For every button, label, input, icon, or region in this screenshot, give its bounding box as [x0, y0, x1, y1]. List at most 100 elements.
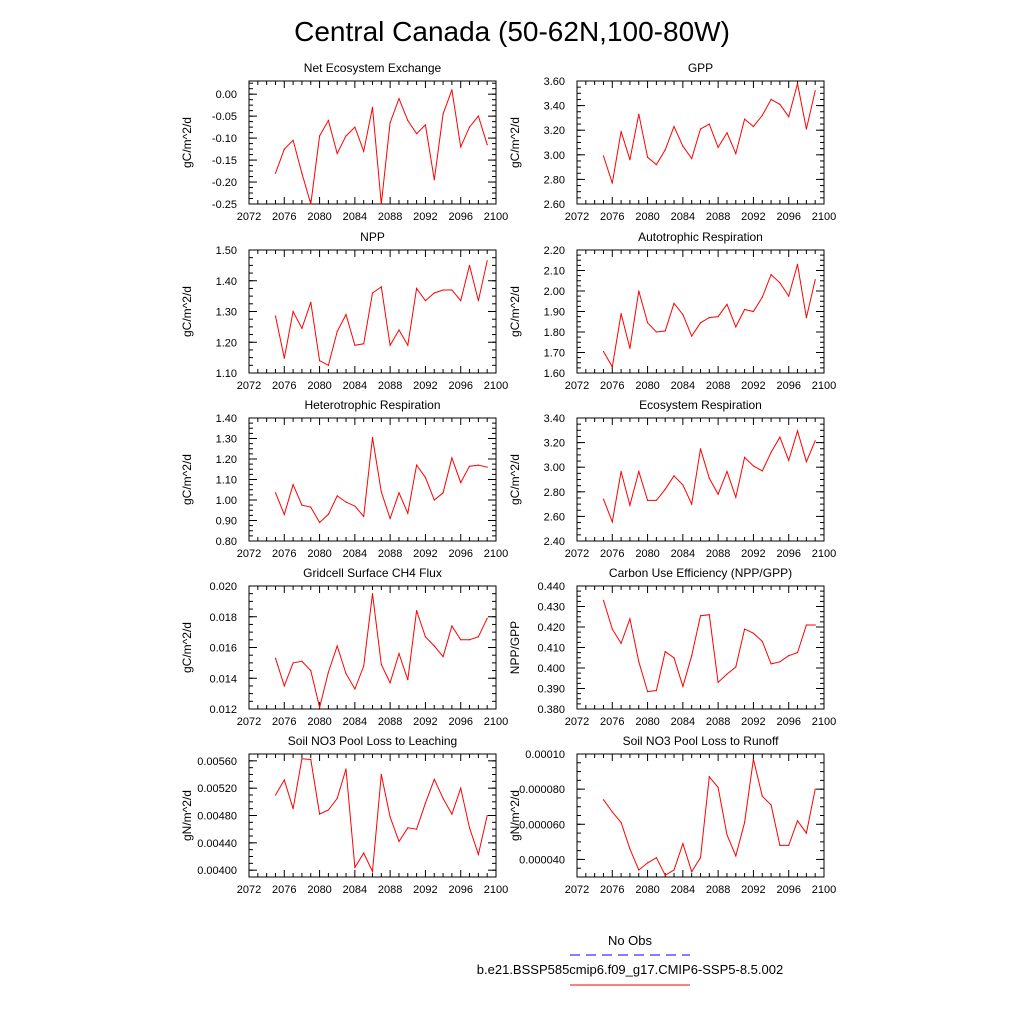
data-point: [726, 673, 728, 675]
data-point: [451, 813, 453, 815]
data-point: [274, 657, 277, 659]
data-point: [460, 639, 462, 641]
data-point: [442, 797, 444, 800]
x-tick-label: 2092: [741, 716, 765, 728]
x-tick-label: 2088: [706, 380, 730, 392]
data-point: [468, 639, 471, 641]
panel-title: NPP: [360, 230, 385, 244]
y-tick-label: 3.00: [544, 150, 565, 162]
x-tick-label: 2088: [706, 548, 730, 560]
data-point: [433, 499, 435, 501]
data-point: [611, 811, 613, 813]
data-point: [682, 484, 684, 486]
data-point: [664, 651, 666, 653]
data-point: [726, 303, 728, 305]
panel-title: Autotrophic Respiration: [638, 230, 763, 244]
data-point: [319, 135, 321, 137]
x-tick-label: 2072: [565, 884, 589, 896]
panel-title: Soil NO3 Pool Loss to Runoff: [623, 734, 780, 748]
data-point: [407, 512, 409, 514]
data-point: [602, 498, 605, 500]
data-point: [611, 628, 613, 630]
data-point: [433, 179, 435, 181]
data-point: [629, 347, 631, 349]
data-point: [691, 503, 693, 505]
y-tick-label: 0.390: [537, 684, 565, 696]
data-point: [814, 279, 816, 281]
x-tick-label: 2092: [741, 380, 765, 392]
data-point: [363, 343, 365, 345]
y-tick-label: 0.020: [209, 581, 237, 593]
series-line: [603, 83, 816, 184]
data-point: [708, 477, 710, 479]
data-point: [460, 146, 462, 148]
series-line: [275, 260, 488, 367]
panel-title: Net Ecosystem Exchange: [304, 61, 442, 75]
y-tick-label: 1.30: [216, 307, 237, 319]
data-point: [602, 350, 605, 353]
data-point: [682, 314, 684, 316]
panel-title: Gridcell Surface CH4 Flux: [303, 566, 442, 580]
x-tick-label: 2084: [671, 548, 695, 560]
data-point: [319, 360, 321, 362]
data-point: [389, 344, 391, 346]
x-tick-label: 2076: [272, 380, 296, 392]
x-tick-label: 2096: [776, 380, 800, 392]
data-point: [611, 366, 613, 368]
panel-3: Autotrophic Respiration 2072 2076 2080 2084 2…: [508, 230, 836, 392]
data-point: [726, 834, 728, 836]
x-tick-label: 2088: [706, 884, 730, 896]
data-point: [761, 640, 763, 643]
x-tick-label: 2076: [600, 716, 624, 728]
y-tick-label: 1.60: [544, 368, 565, 380]
data-point: [345, 673, 347, 675]
data-point: [664, 149, 666, 151]
data-point: [620, 313, 622, 315]
x-tick-label: 2092: [413, 211, 437, 223]
data-point: [752, 310, 755, 313]
y-tick-label: 0.440: [537, 581, 565, 593]
data-point: [691, 335, 693, 337]
data-point: [638, 869, 640, 871]
data-point: [442, 656, 444, 658]
data-point: [735, 153, 737, 155]
data-point: [708, 317, 710, 319]
y-tick-label: 0.00560: [197, 756, 237, 768]
y-axis-label: gC/m^2/d: [180, 117, 194, 168]
data-point: [477, 636, 479, 638]
data-point: [779, 282, 781, 284]
data-point: [699, 448, 702, 450]
figure-title: Central Canada (50-62N,100-80W): [294, 16, 730, 47]
y-tick-label: 1.40: [216, 276, 237, 288]
x-tick-label: 2072: [565, 548, 589, 560]
legend-label-no-obs: No Obs: [608, 933, 653, 948]
x-tick-label: 2100: [484, 548, 508, 560]
y-tick-label: 2.00: [544, 286, 565, 298]
data-point: [788, 459, 790, 461]
data-point: [451, 457, 453, 459]
x-tick-label: 2100: [484, 884, 508, 896]
data-point: [310, 203, 312, 205]
plot-frame: [576, 585, 825, 710]
series-line: [275, 758, 488, 874]
x-tick-label: 2084: [671, 211, 695, 223]
x-tick-label: 2072: [237, 211, 261, 223]
data-point: [486, 144, 488, 146]
data-point: [770, 98, 772, 100]
x-tick-label: 2072: [565, 380, 589, 392]
data-point: [620, 642, 622, 645]
data-point: [345, 314, 347, 316]
data-point: [336, 330, 338, 333]
data-point: [477, 115, 479, 117]
data-point: [814, 440, 816, 442]
y-tick-label: 3.60: [544, 76, 565, 88]
data-point: [336, 495, 338, 497]
x-tick-label: 2080: [635, 884, 659, 896]
data-point: [319, 521, 321, 524]
data-point: [770, 274, 772, 276]
data-point: [380, 773, 382, 776]
data-point: [629, 848, 631, 850]
x-tick-label: 2100: [812, 211, 836, 223]
data-point: [389, 122, 391, 124]
data-point: [301, 758, 303, 760]
